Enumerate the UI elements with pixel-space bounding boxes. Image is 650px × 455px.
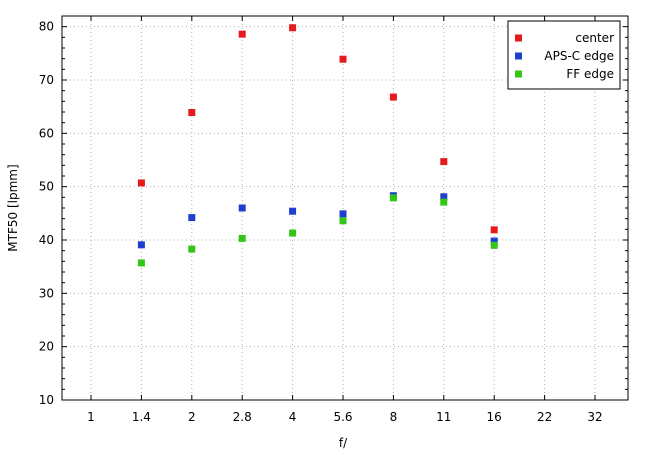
y-tick-label: 20 [39,340,54,354]
data-point-center [289,24,297,32]
y-tick-label: 40 [39,233,54,247]
legend-swatch [515,34,522,42]
data-point-center [238,30,246,38]
legend-swatch [515,70,522,78]
x-tick-label: 22 [537,410,552,424]
x-tick-label: 8 [390,410,398,424]
legend-label: FF edge [566,67,614,81]
data-point-center [339,55,347,63]
axis-labels-layer: 10 20 30 40 50 60 70 80 1 1.4 2 2.8 4 5.6 8 11 16 22 32 [39,20,603,424]
y-tick-label: 60 [39,126,54,140]
y-tick-label: 50 [39,180,54,194]
x-tick-label: 16 [487,410,502,424]
x-tick-label: 1.4 [132,410,151,424]
legend-swatch [515,52,522,60]
x-tick-label: 11 [436,410,451,424]
data-point-center [188,109,196,117]
data-point-ff-edge [490,241,498,249]
data-point-ff-edge [389,194,397,202]
data-point-ff-edge [188,245,196,253]
data-point-ff-edge [339,217,347,225]
legend-label: center [575,31,614,45]
y-tick-label: 30 [39,286,54,300]
data-point-aps-c-edge [289,207,297,215]
data-point-center [440,158,448,166]
data-point-aps-c-edge [188,214,196,222]
legend-box [507,20,621,90]
data-point-aps-c-edge [137,241,145,249]
x-axis-title: f/ [339,436,348,450]
data-point-aps-c-edge [238,204,246,212]
y-tick-label: 10 [39,393,54,407]
x-tick-label: 32 [587,410,602,424]
x-tick-label: 4 [289,410,297,424]
x-tick-label: 2.8 [233,410,252,424]
x-tick-label: 5.6 [333,410,352,424]
data-point-ff-edge [238,234,246,242]
x-tick-label: 2 [188,410,196,424]
ticks-layer [62,16,628,401]
data-point-aps-c-edge [490,237,498,245]
data-point-ff-edge [440,198,448,206]
legend-items: center APS-C edge FF edge [515,31,614,81]
data-point-ff-edge [137,259,145,267]
legend: center APS-C edge FF edge [507,20,621,90]
data-point-center [490,226,498,234]
legend-label: APS-C edge [544,49,614,63]
data-point-aps-c-edge [440,193,448,201]
y-tick-label: 80 [39,20,54,34]
y-axis-title: MTF50 [lpmm] [6,164,20,251]
data-point-aps-c-edge [339,210,347,218]
x-tick-label: 1 [87,410,95,424]
data-point-ff-edge [289,229,297,237]
y-tick-label: 70 [39,73,54,87]
points-layer [137,24,498,267]
data-point-center [137,179,145,187]
data-point-center [389,93,397,101]
